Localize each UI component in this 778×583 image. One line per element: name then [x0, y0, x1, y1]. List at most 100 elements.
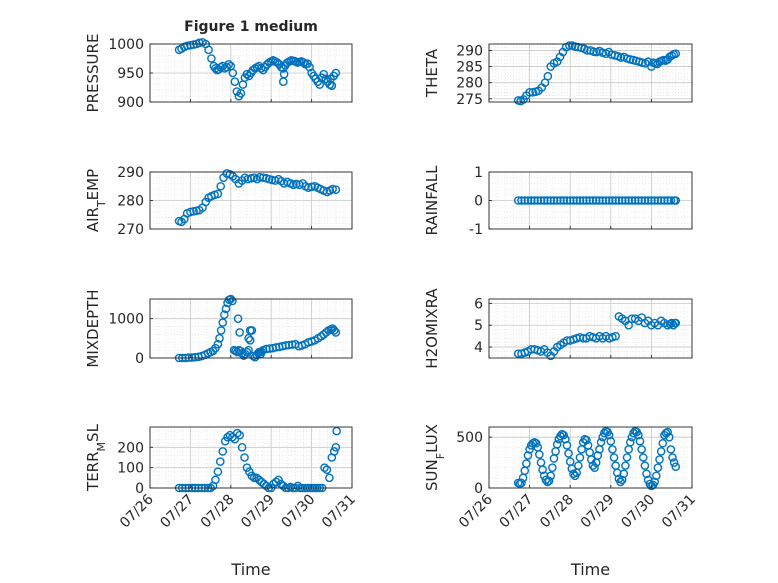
data-point [608, 445, 617, 454]
x-tick-label: 07/30 [279, 492, 319, 532]
data-point [186, 207, 195, 217]
data-point [271, 477, 281, 487]
y-label-main: RAINFALL [423, 165, 441, 236]
y-tick-label: 280 [456, 76, 483, 92]
data-point [207, 54, 216, 63]
data-point [331, 185, 341, 194]
y-tick-label: 500 [456, 430, 483, 446]
data-point [233, 314, 243, 323]
data-point [228, 68, 238, 78]
data-point [650, 196, 659, 205]
subplot-3: 270 280 290 AIRTEMP [84, 165, 353, 238]
axes-background [150, 299, 352, 358]
data-point [669, 320, 678, 330]
data-point [213, 467, 223, 477]
data-point [522, 459, 531, 468]
data-point [204, 45, 213, 55]
y-axis-label: MIXDEPTH [84, 289, 102, 367]
data-point [671, 49, 681, 58]
data-point [525, 88, 534, 97]
data-point [611, 331, 620, 341]
data-point [578, 196, 588, 205]
data-point [627, 196, 637, 205]
x-axis-label: Time [230, 560, 270, 579]
axes-box [149, 426, 353, 489]
y-axis-label: AIRTEMP [84, 169, 108, 232]
y-axis-label: SUNFLUX [423, 424, 447, 491]
data-series [174, 169, 341, 227]
data-point [211, 475, 220, 485]
data-point [640, 196, 650, 205]
x-tick-label: 07/28 [198, 492, 238, 532]
data-point [240, 453, 249, 462]
data-point [634, 196, 643, 205]
data-point [562, 440, 572, 450]
data-point [585, 196, 594, 205]
y-axis-label: H2OMIXRA [423, 288, 441, 369]
y-label-rest: EMP [84, 169, 102, 200]
data-point [596, 437, 606, 447]
data-point [617, 475, 627, 485]
data-point [213, 339, 223, 349]
data-point [608, 196, 617, 205]
data-series [513, 41, 681, 106]
data-point [614, 196, 624, 205]
subplot-7: 0 100 200 07/26 07/27 07/28 07/29 07/30 07/31 TER… [84, 423, 359, 579]
data-point [635, 436, 645, 446]
y-tick-label: 0 [135, 481, 144, 497]
x-tick-label: 07/31 [659, 492, 699, 532]
data-point [622, 453, 632, 462]
y-tick-label: 1000 [108, 312, 144, 328]
data-point [329, 447, 339, 456]
data-point [221, 304, 231, 314]
data-point [598, 196, 607, 205]
x-axis-label: Time [570, 560, 610, 579]
data-point [655, 455, 664, 464]
y-axis-label: RAINFALL [423, 165, 441, 236]
data-point [643, 196, 653, 205]
data-point [588, 196, 598, 205]
data-point [611, 196, 620, 205]
data-point [651, 471, 661, 481]
y-label-subscript: M [95, 442, 108, 452]
data-point [666, 445, 676, 454]
data-point [299, 58, 308, 67]
y-tick-label: 5 [474, 318, 483, 334]
x-tick-label: 07/27 [497, 492, 537, 532]
data-point [562, 196, 572, 205]
data-point [232, 428, 242, 438]
y-tick-label: 4 [474, 340, 483, 356]
data-point [536, 196, 546, 205]
data-point [617, 196, 627, 205]
data-point [215, 457, 225, 466]
y-label-main: TERR [84, 451, 102, 492]
data-point [254, 347, 264, 357]
data-point [556, 196, 565, 205]
x-tick-label: 07/31 [319, 492, 359, 532]
data-point [663, 427, 672, 437]
subplot-5: 0 1000 MIXDEPTH [84, 289, 353, 368]
data-point [242, 69, 252, 79]
data-point [228, 296, 237, 306]
data-point [526, 196, 536, 205]
data-point [664, 432, 674, 442]
data-point [539, 196, 549, 205]
data-point [616, 477, 625, 487]
data-point [552, 439, 562, 449]
x-tick-label: 07/28 [537, 492, 577, 532]
data-point [656, 196, 666, 205]
data-point [322, 465, 332, 475]
data-point [224, 60, 234, 69]
y-label-main: SUN [423, 459, 441, 491]
data-point [609, 453, 619, 462]
data-point [669, 458, 679, 467]
data-point [256, 64, 266, 73]
subplot-6: 4 5 6 H2OMIXRA [423, 288, 693, 369]
data-point [671, 196, 681, 205]
y-tick-label: 100 [117, 461, 144, 477]
y-label-main: THETA [423, 48, 441, 98]
data-point [517, 196, 526, 205]
data-point [232, 87, 242, 96]
